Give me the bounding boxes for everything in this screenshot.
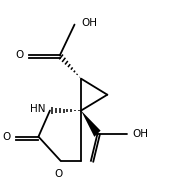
Text: O: O: [55, 169, 63, 179]
Polygon shape: [81, 111, 101, 137]
Text: O: O: [15, 51, 24, 61]
Text: OH: OH: [132, 129, 148, 139]
Text: HN: HN: [30, 104, 45, 114]
Text: OH: OH: [81, 18, 97, 28]
Text: O: O: [2, 132, 11, 142]
